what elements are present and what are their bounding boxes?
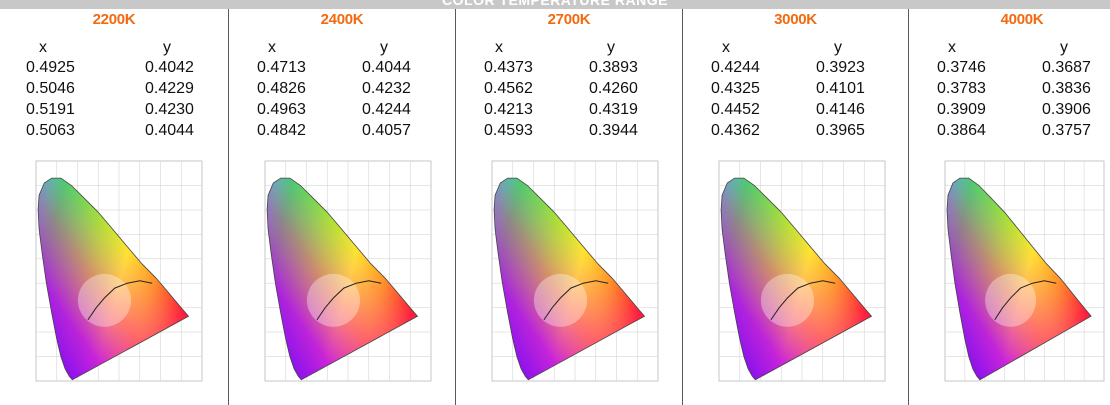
x-value: 0.4244 xyxy=(711,59,760,76)
x-header: x xyxy=(495,39,503,56)
column-4000k: 4000K x y 0.3746 0.3687 0.3783 0.3836 0.… xyxy=(909,9,1110,405)
y-value: 0.4044 xyxy=(145,122,194,139)
column-2700k: 2700K x y 0.4373 0.3893 0.4562 0.4260 0.… xyxy=(456,9,682,405)
y-value: 0.3836 xyxy=(1042,80,1091,97)
y-value: 0.4101 xyxy=(816,80,865,97)
x-value: 0.4562 xyxy=(484,80,533,97)
y-value: 0.4319 xyxy=(589,101,638,118)
cie-diagram-graphic xyxy=(944,160,1105,382)
x-value: 0.3783 xyxy=(937,80,986,97)
x-header: x xyxy=(948,39,956,56)
y-value: 0.3944 xyxy=(589,122,638,139)
column-divider xyxy=(682,9,683,405)
y-header: y xyxy=(380,39,388,56)
y-value: 0.3923 xyxy=(816,59,865,76)
x-value: 0.4593 xyxy=(484,122,533,139)
x-value: 0.4213 xyxy=(484,101,533,118)
x-header: x xyxy=(268,39,276,56)
temperature-header: 2200K xyxy=(92,11,136,28)
cie-chromaticity-diagram xyxy=(243,155,437,399)
y-value: 0.3687 xyxy=(1042,59,1091,76)
page-title: COLOR TEMPERATURE RANGE xyxy=(442,0,668,8)
temperature-header: 3000K xyxy=(774,11,817,28)
x-value: 0.5046 xyxy=(26,80,75,97)
y-value: 0.3906 xyxy=(1042,101,1091,118)
x-value: 0.4925 xyxy=(26,59,75,76)
cie-chromaticity-diagram xyxy=(14,155,208,399)
x-value: 0.4452 xyxy=(711,101,760,118)
y-header: y xyxy=(1060,39,1068,56)
column-2200k: 2200K x y 0.4925 0.4042 0.5046 0.4229 0.… xyxy=(0,9,228,405)
y-value: 0.3757 xyxy=(1042,122,1091,139)
cie-chromaticity-diagram xyxy=(697,155,891,399)
x-value: 0.4842 xyxy=(257,122,306,139)
y-value: 0.4232 xyxy=(362,80,411,97)
color-temperature-table: 2200K x y 0.4925 0.4042 0.5046 0.4229 0.… xyxy=(0,9,1110,405)
column-3000k: 3000K x y 0.4244 0.3923 0.4325 0.4101 0.… xyxy=(683,9,908,405)
x-value: 0.4963 xyxy=(257,101,306,118)
cie-diagram-graphic xyxy=(35,160,203,382)
column-divider xyxy=(455,9,456,405)
cie-chromaticity-diagram xyxy=(470,155,664,399)
column-divider xyxy=(908,9,909,405)
x-value: 0.5063 xyxy=(26,122,75,139)
x-value: 0.3864 xyxy=(937,122,986,139)
y-value: 0.4229 xyxy=(145,80,194,97)
x-value: 0.4713 xyxy=(257,59,306,76)
x-value: 0.3909 xyxy=(937,101,986,118)
column-2400k: 2400K x y 0.4713 0.4044 0.4826 0.4232 0.… xyxy=(229,9,455,405)
cie-diagram-graphic xyxy=(718,160,886,382)
y-header: y xyxy=(834,39,842,56)
temperature-header: 2700K xyxy=(547,11,591,28)
x-value: 0.5191 xyxy=(26,101,75,118)
y-value: 0.4044 xyxy=(362,59,411,76)
x-header: x xyxy=(722,39,730,56)
temperature-header: 4000K xyxy=(1000,11,1044,28)
temperature-header: 2400K xyxy=(320,11,364,28)
x-header: x xyxy=(39,39,47,56)
x-value: 0.4373 xyxy=(484,59,533,76)
cie-diagram-graphic xyxy=(491,160,659,382)
y-value: 0.4260 xyxy=(589,80,638,97)
x-value: 0.4362 xyxy=(711,122,760,139)
cie-diagram-graphic xyxy=(264,160,432,382)
x-value: 0.3746 xyxy=(937,59,986,76)
top-banner: COLOR TEMPERATURE RANGE xyxy=(0,0,1110,9)
column-divider xyxy=(228,9,229,405)
y-value: 0.3893 xyxy=(589,59,638,76)
y-value: 0.4244 xyxy=(362,101,411,118)
cie-chromaticity-diagram xyxy=(923,155,1110,399)
y-value: 0.4230 xyxy=(145,101,194,118)
x-value: 0.4325 xyxy=(711,80,760,97)
y-value: 0.4146 xyxy=(816,101,865,118)
x-value: 0.4826 xyxy=(257,80,306,97)
y-value: 0.4042 xyxy=(145,59,194,76)
y-header: y xyxy=(607,39,615,56)
y-value: 0.3965 xyxy=(816,122,865,139)
y-value: 0.4057 xyxy=(362,122,411,139)
y-header: y xyxy=(163,39,171,56)
